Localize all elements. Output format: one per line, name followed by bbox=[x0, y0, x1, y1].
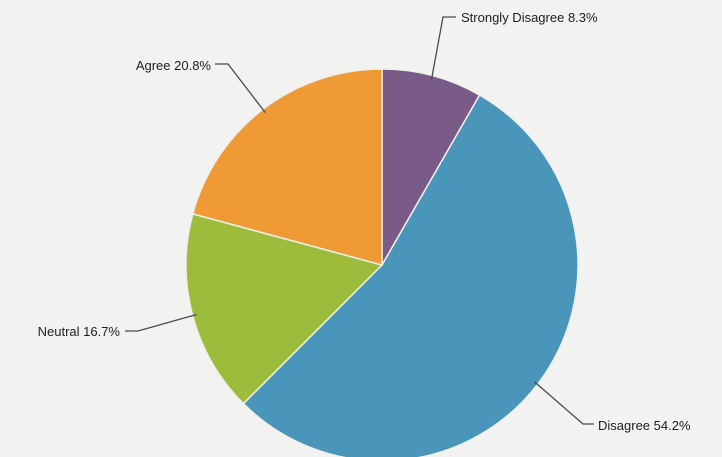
leader-lines bbox=[125, 16, 594, 425]
label-agree: Agree 20.8% bbox=[136, 58, 212, 73]
slice-labels: Strongly Disagree 8.3% Disagree 54.2% Ne… bbox=[38, 10, 691, 433]
pie-slices bbox=[185, 68, 579, 457]
leader-line-disagree bbox=[533, 381, 594, 425]
leader-line-neutral bbox=[125, 313, 197, 332]
label-strongly-disagree: Strongly Disagree 8.3% bbox=[461, 10, 598, 25]
label-disagree: Disagree 54.2% bbox=[598, 418, 691, 433]
leader-line-strongly-disagree bbox=[430, 16, 456, 80]
label-neutral: Neutral 16.7% bbox=[38, 324, 121, 339]
leader-line-agree bbox=[215, 63, 266, 113]
